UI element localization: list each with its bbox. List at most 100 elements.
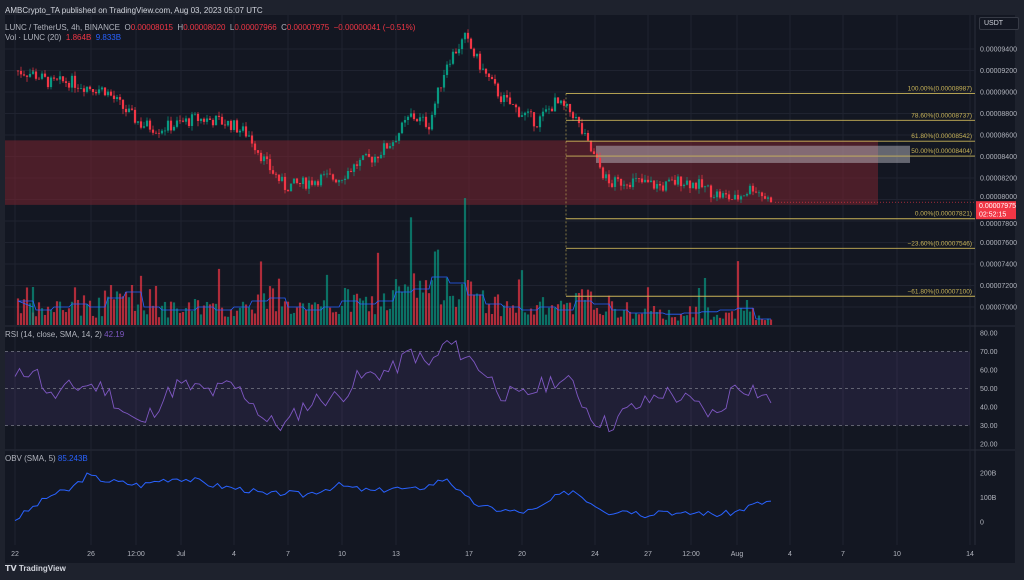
candle-body — [247, 135, 251, 137]
candle-body — [700, 179, 704, 188]
candle-body — [730, 199, 734, 201]
volume-bar — [70, 301, 74, 325]
candle-body — [430, 114, 434, 130]
volume-bar — [433, 251, 437, 325]
volume-bar — [643, 308, 647, 325]
tradingview-logo[interactable]: 𝗧𝗩 TradingView — [5, 564, 66, 573]
volume-bar — [559, 300, 563, 325]
obv-title[interactable]: OBV (SMA, 5) — [5, 454, 56, 463]
rsi-tick-label: 40.00 — [980, 405, 998, 412]
close-value: 0.00007975 — [286, 23, 330, 32]
candle-body — [733, 194, 737, 200]
volume-bar — [622, 310, 626, 325]
volume-bar — [475, 293, 479, 325]
volume-bar — [631, 318, 635, 325]
volume-bar — [595, 308, 599, 325]
price-tick-label: 0.00009200 — [980, 68, 1017, 75]
candle-body — [613, 177, 617, 187]
symbol-name[interactable]: LUNC / TetherUS, 4h, BINANCE — [5, 23, 121, 32]
candle-body — [142, 126, 146, 128]
open-label: O — [124, 23, 131, 32]
candle-body — [67, 82, 71, 88]
price-tick-label: 0.00008000 — [980, 194, 1017, 201]
volume-bar — [400, 291, 404, 325]
volume-bar — [367, 311, 371, 325]
candle-body — [160, 130, 164, 134]
currency-selector[interactable]: USDT — [979, 17, 1019, 30]
candle-body — [565, 103, 569, 106]
volume-bar — [280, 306, 284, 325]
volume-bar — [49, 310, 53, 325]
candle-body — [463, 32, 467, 40]
volume-bar — [262, 293, 266, 325]
volume-bar — [97, 297, 101, 325]
candle-body — [529, 111, 533, 113]
x-tick-label: 10 — [893, 551, 901, 558]
volume-bar — [556, 304, 560, 325]
candle-body — [199, 118, 203, 121]
volume-bar — [187, 302, 191, 325]
candle-body — [496, 83, 500, 97]
candle-body — [133, 109, 137, 123]
candle-body — [505, 95, 509, 98]
volume-bar — [310, 304, 314, 325]
volume-bar — [52, 312, 56, 325]
volume-bar — [694, 306, 698, 325]
volume-bar — [19, 313, 23, 325]
volume-bar — [391, 290, 395, 325]
candle-body — [661, 185, 665, 191]
volume-bar — [274, 311, 278, 325]
candle-body — [460, 39, 464, 50]
volume-bar — [211, 303, 215, 325]
volume-bar — [514, 312, 518, 325]
candle-body — [616, 177, 620, 179]
candle-body — [742, 195, 746, 197]
volume-bar — [382, 293, 386, 325]
rsi-title[interactable]: RSI (14, close, SMA, 14, 2) — [5, 330, 102, 339]
candle-body — [241, 126, 245, 131]
candle-body — [520, 115, 524, 117]
candle-body — [541, 111, 545, 117]
rsi-tick-label: 30.00 — [980, 423, 998, 430]
candle-body — [163, 130, 167, 132]
candle-body — [562, 100, 566, 106]
candle-body — [649, 180, 653, 183]
candle-body — [79, 88, 83, 90]
volume-label[interactable]: Vol · LUNC (20) — [5, 33, 62, 42]
x-tick-label: 22 — [11, 551, 19, 558]
x-tick-label: 12:00 — [682, 551, 700, 558]
volume-bar — [415, 297, 419, 325]
volume-bar — [40, 308, 44, 325]
candle-body — [697, 179, 701, 189]
volume-bar — [298, 302, 302, 325]
candle-body — [100, 87, 104, 90]
candle-body — [211, 119, 215, 126]
x-tick-label: 17 — [465, 551, 473, 558]
fib-level-label: 0.00%(0.00007821) — [915, 211, 972, 218]
volume-bar — [394, 279, 398, 325]
volume-bar — [295, 307, 299, 325]
volume-bar — [502, 305, 506, 325]
bar-countdown: 02:52:15 — [979, 212, 1006, 219]
volume-bar — [115, 291, 119, 325]
candle-body — [376, 156, 380, 159]
candle-body — [586, 132, 590, 141]
candle-body — [103, 87, 107, 96]
volume-bar — [145, 314, 149, 325]
volume-bar — [307, 302, 311, 325]
candle-body — [412, 113, 416, 120]
candle-body — [532, 112, 536, 127]
candle-body — [457, 49, 461, 54]
candle-body — [511, 104, 515, 105]
volume-bar — [82, 295, 86, 325]
candle-body — [682, 184, 686, 187]
volume-bar — [436, 249, 440, 325]
volume-bar — [199, 314, 203, 325]
volume-bar — [349, 311, 353, 325]
volume-bar — [613, 308, 617, 325]
volume-bar — [364, 296, 368, 325]
candle-body — [445, 64, 449, 75]
volume-bar — [568, 302, 572, 325]
volume-bar — [58, 301, 62, 325]
